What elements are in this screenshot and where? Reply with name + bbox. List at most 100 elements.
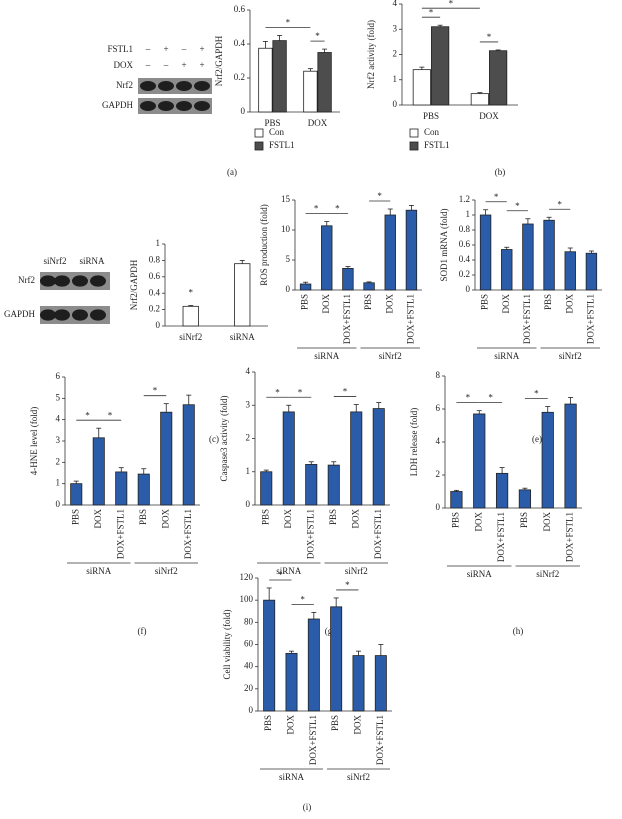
blot-row-label: FSTL1 bbox=[107, 44, 133, 54]
blot-band-label: GAPDH bbox=[4, 309, 36, 319]
y-tick-label: 120 bbox=[240, 572, 254, 582]
x-tick-label: DOX bbox=[350, 509, 360, 529]
x-tick-label: PBS bbox=[70, 509, 80, 525]
significance-label: * bbox=[286, 18, 291, 28]
blot-band bbox=[176, 101, 192, 111]
y-tick-label: 5 bbox=[286, 254, 291, 264]
bar bbox=[501, 249, 513, 291]
significance-label: * bbox=[466, 393, 471, 403]
bar bbox=[384, 214, 396, 291]
blot-band bbox=[194, 81, 210, 91]
bar bbox=[182, 404, 195, 506]
blot-band bbox=[40, 275, 56, 287]
x-tick-label: PBS bbox=[328, 509, 338, 525]
blot-lane-label: siNrf2 bbox=[44, 256, 67, 266]
legend-label: Con bbox=[269, 127, 285, 137]
x-tick-label: DOX+FSTL1 bbox=[342, 294, 352, 344]
y-tick-label: 0 bbox=[436, 502, 441, 512]
y-axis-label: ROS production (fold) bbox=[259, 204, 269, 286]
x-tick-label: PBS bbox=[450, 512, 460, 528]
significance-label: * bbox=[315, 31, 320, 41]
group-label: siNrf2 bbox=[155, 566, 178, 576]
bar bbox=[489, 50, 508, 106]
bar bbox=[352, 655, 365, 712]
y-tick-label: 0.6 bbox=[149, 271, 161, 281]
significance-label: * bbox=[314, 204, 319, 214]
blot-band bbox=[40, 309, 56, 321]
y-tick-label: 0.4 bbox=[459, 254, 471, 264]
bar bbox=[564, 403, 577, 509]
blot-background bbox=[138, 78, 212, 94]
y-tick-label: 0 bbox=[246, 499, 251, 509]
blot-sign: + bbox=[163, 44, 168, 54]
x-tick-label: DOX+FSTL1 bbox=[308, 715, 318, 765]
bar bbox=[327, 464, 340, 506]
y-tick-label: 100 bbox=[240, 594, 254, 604]
y-tick-label: 3 bbox=[393, 23, 398, 33]
y-axis-label: LDH release (fold) bbox=[409, 408, 419, 476]
x-tick-label: DOX+FSTL1 bbox=[373, 509, 383, 559]
x-tick-label: PBS bbox=[423, 111, 439, 121]
y-tick-label: 2 bbox=[246, 433, 251, 443]
x-tick-label: PBS bbox=[260, 509, 270, 525]
blot-band-label: Nrf2 bbox=[116, 80, 133, 90]
group-label: siRNA bbox=[279, 772, 305, 782]
x-tick-label: DOX+FSTL1 bbox=[496, 512, 506, 562]
significance-label: * bbox=[153, 386, 158, 396]
x-tick-label: siNrf2 bbox=[179, 332, 202, 342]
y-tick-label: 0.4 bbox=[234, 38, 246, 48]
y-tick-label: 4 bbox=[393, 0, 398, 8]
significance-label: * bbox=[488, 393, 493, 403]
blot-band-label: GAPDH bbox=[102, 100, 134, 110]
significance-label: * bbox=[189, 288, 194, 298]
group-label: siNrf2 bbox=[345, 566, 368, 576]
x-tick-label: DOX+FSTL1 bbox=[183, 509, 193, 559]
bar bbox=[285, 652, 298, 712]
significance-label: * bbox=[449, 0, 454, 8]
x-tick-label: DOX+FSTL1 bbox=[585, 294, 595, 344]
bar bbox=[363, 282, 375, 291]
bar bbox=[282, 411, 295, 506]
y-tick-label: 4 bbox=[436, 436, 441, 446]
legend-swatch bbox=[409, 128, 419, 138]
y-tick-label: 6 bbox=[436, 403, 441, 413]
legend-swatch bbox=[409, 141, 419, 151]
y-tick-label: 1 bbox=[56, 478, 61, 488]
bar bbox=[182, 305, 199, 327]
significance-label: * bbox=[345, 580, 350, 590]
group-label: siRNA bbox=[494, 351, 520, 361]
y-tick-label: 1 bbox=[156, 238, 161, 248]
bar bbox=[307, 618, 320, 712]
significance-label: * bbox=[494, 192, 499, 202]
blot-sign: + bbox=[199, 44, 204, 54]
x-tick-label: DOX+FSTL1 bbox=[405, 294, 415, 344]
bar bbox=[518, 489, 532, 509]
x-tick-label: PBS bbox=[300, 294, 310, 310]
x-tick-label: DOX bbox=[384, 294, 394, 314]
bar bbox=[372, 408, 385, 506]
bar bbox=[342, 267, 354, 291]
x-tick-label: DOX bbox=[542, 512, 552, 532]
group-label: siRNA bbox=[276, 566, 302, 576]
y-tick-label: 8 bbox=[436, 370, 441, 380]
group-label: siNrf2 bbox=[559, 351, 582, 361]
blot-row-label: DOX bbox=[114, 60, 134, 70]
y-tick-label: 15 bbox=[281, 194, 291, 204]
blot-band bbox=[140, 81, 156, 91]
blot-band bbox=[194, 101, 210, 111]
y-tick-label: 0 bbox=[241, 106, 246, 116]
bar bbox=[260, 471, 273, 506]
blot-band bbox=[158, 101, 174, 111]
y-tick-label: 60 bbox=[244, 639, 254, 649]
y-tick-label: 0.4 bbox=[149, 287, 161, 297]
significance-label: * bbox=[278, 570, 283, 580]
blot-sign: – bbox=[181, 44, 187, 54]
y-tick-label: 0 bbox=[156, 320, 161, 330]
bar bbox=[412, 69, 431, 106]
significance-label: * bbox=[534, 389, 539, 399]
group-label: siRNA bbox=[86, 566, 112, 576]
group-label: siNrf2 bbox=[379, 351, 402, 361]
y-tick-label: 0 bbox=[286, 284, 291, 294]
